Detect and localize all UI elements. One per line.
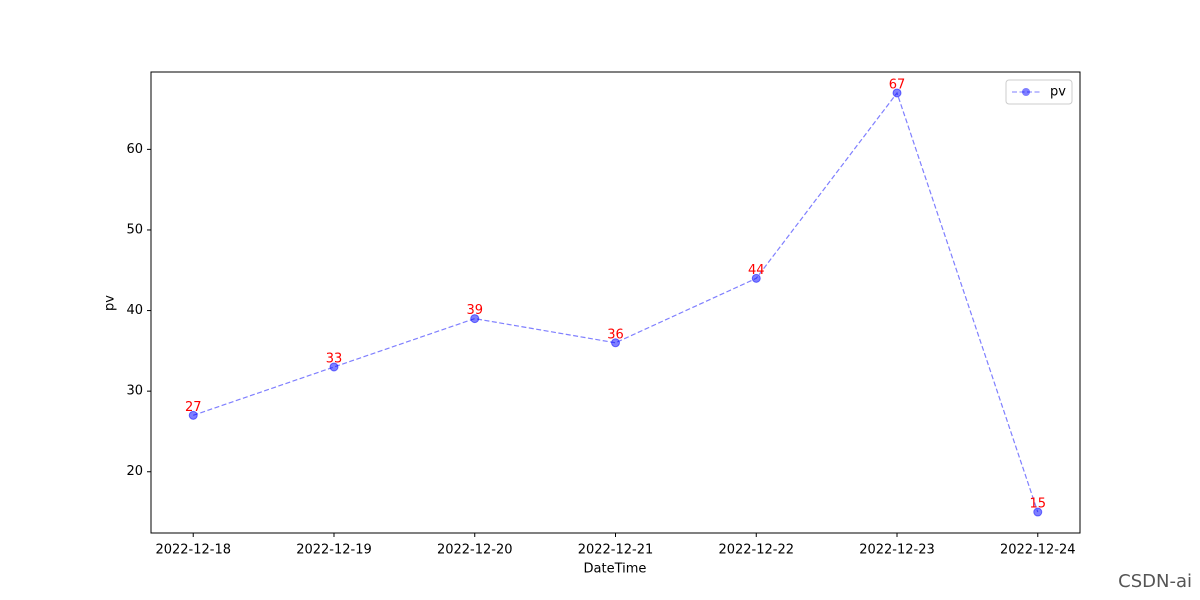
- data-label: 67: [889, 77, 906, 92]
- legend-label: pv: [1050, 85, 1066, 100]
- y-axis-label: pv: [103, 295, 118, 311]
- x-tick-label: 2022-12-24: [1000, 543, 1076, 558]
- x-tick-label: 2022-12-22: [718, 543, 794, 558]
- y-tick-label: 20: [126, 464, 143, 479]
- x-tick-label: 2022-12-19: [296, 543, 372, 558]
- data-point: [892, 88, 902, 98]
- x-tick-label: 2022-12-21: [578, 543, 654, 558]
- x-tick-label: 2022-12-20: [437, 543, 513, 558]
- data-label: 44: [748, 263, 765, 278]
- data-label: 33: [326, 351, 343, 366]
- data-point: [188, 410, 198, 420]
- data-point: [751, 273, 761, 283]
- series-line: [193, 91, 1039, 513]
- data-point: [329, 362, 339, 372]
- x-axis-label: DateTime: [584, 562, 647, 577]
- plot-frame: [150, 71, 1081, 534]
- y-tick-label: 30: [126, 384, 143, 399]
- legend-marker: [1022, 88, 1030, 96]
- y-tick-label: 50: [126, 222, 143, 237]
- y-tick-label: 40: [126, 303, 143, 318]
- data-label: 15: [1029, 497, 1046, 512]
- data-label: 39: [466, 303, 483, 318]
- data-point: [470, 314, 480, 324]
- watermark: CSDN-ai: [1118, 571, 1192, 592]
- data-point: [1033, 507, 1043, 517]
- data-label: 27: [185, 400, 202, 415]
- x-tick-label: 2022-12-23: [859, 543, 935, 558]
- data-label: 36: [607, 327, 624, 342]
- x-tick-label: 2022-12-18: [155, 543, 231, 558]
- y-tick-label: 60: [126, 142, 143, 157]
- data-point: [611, 338, 620, 348]
